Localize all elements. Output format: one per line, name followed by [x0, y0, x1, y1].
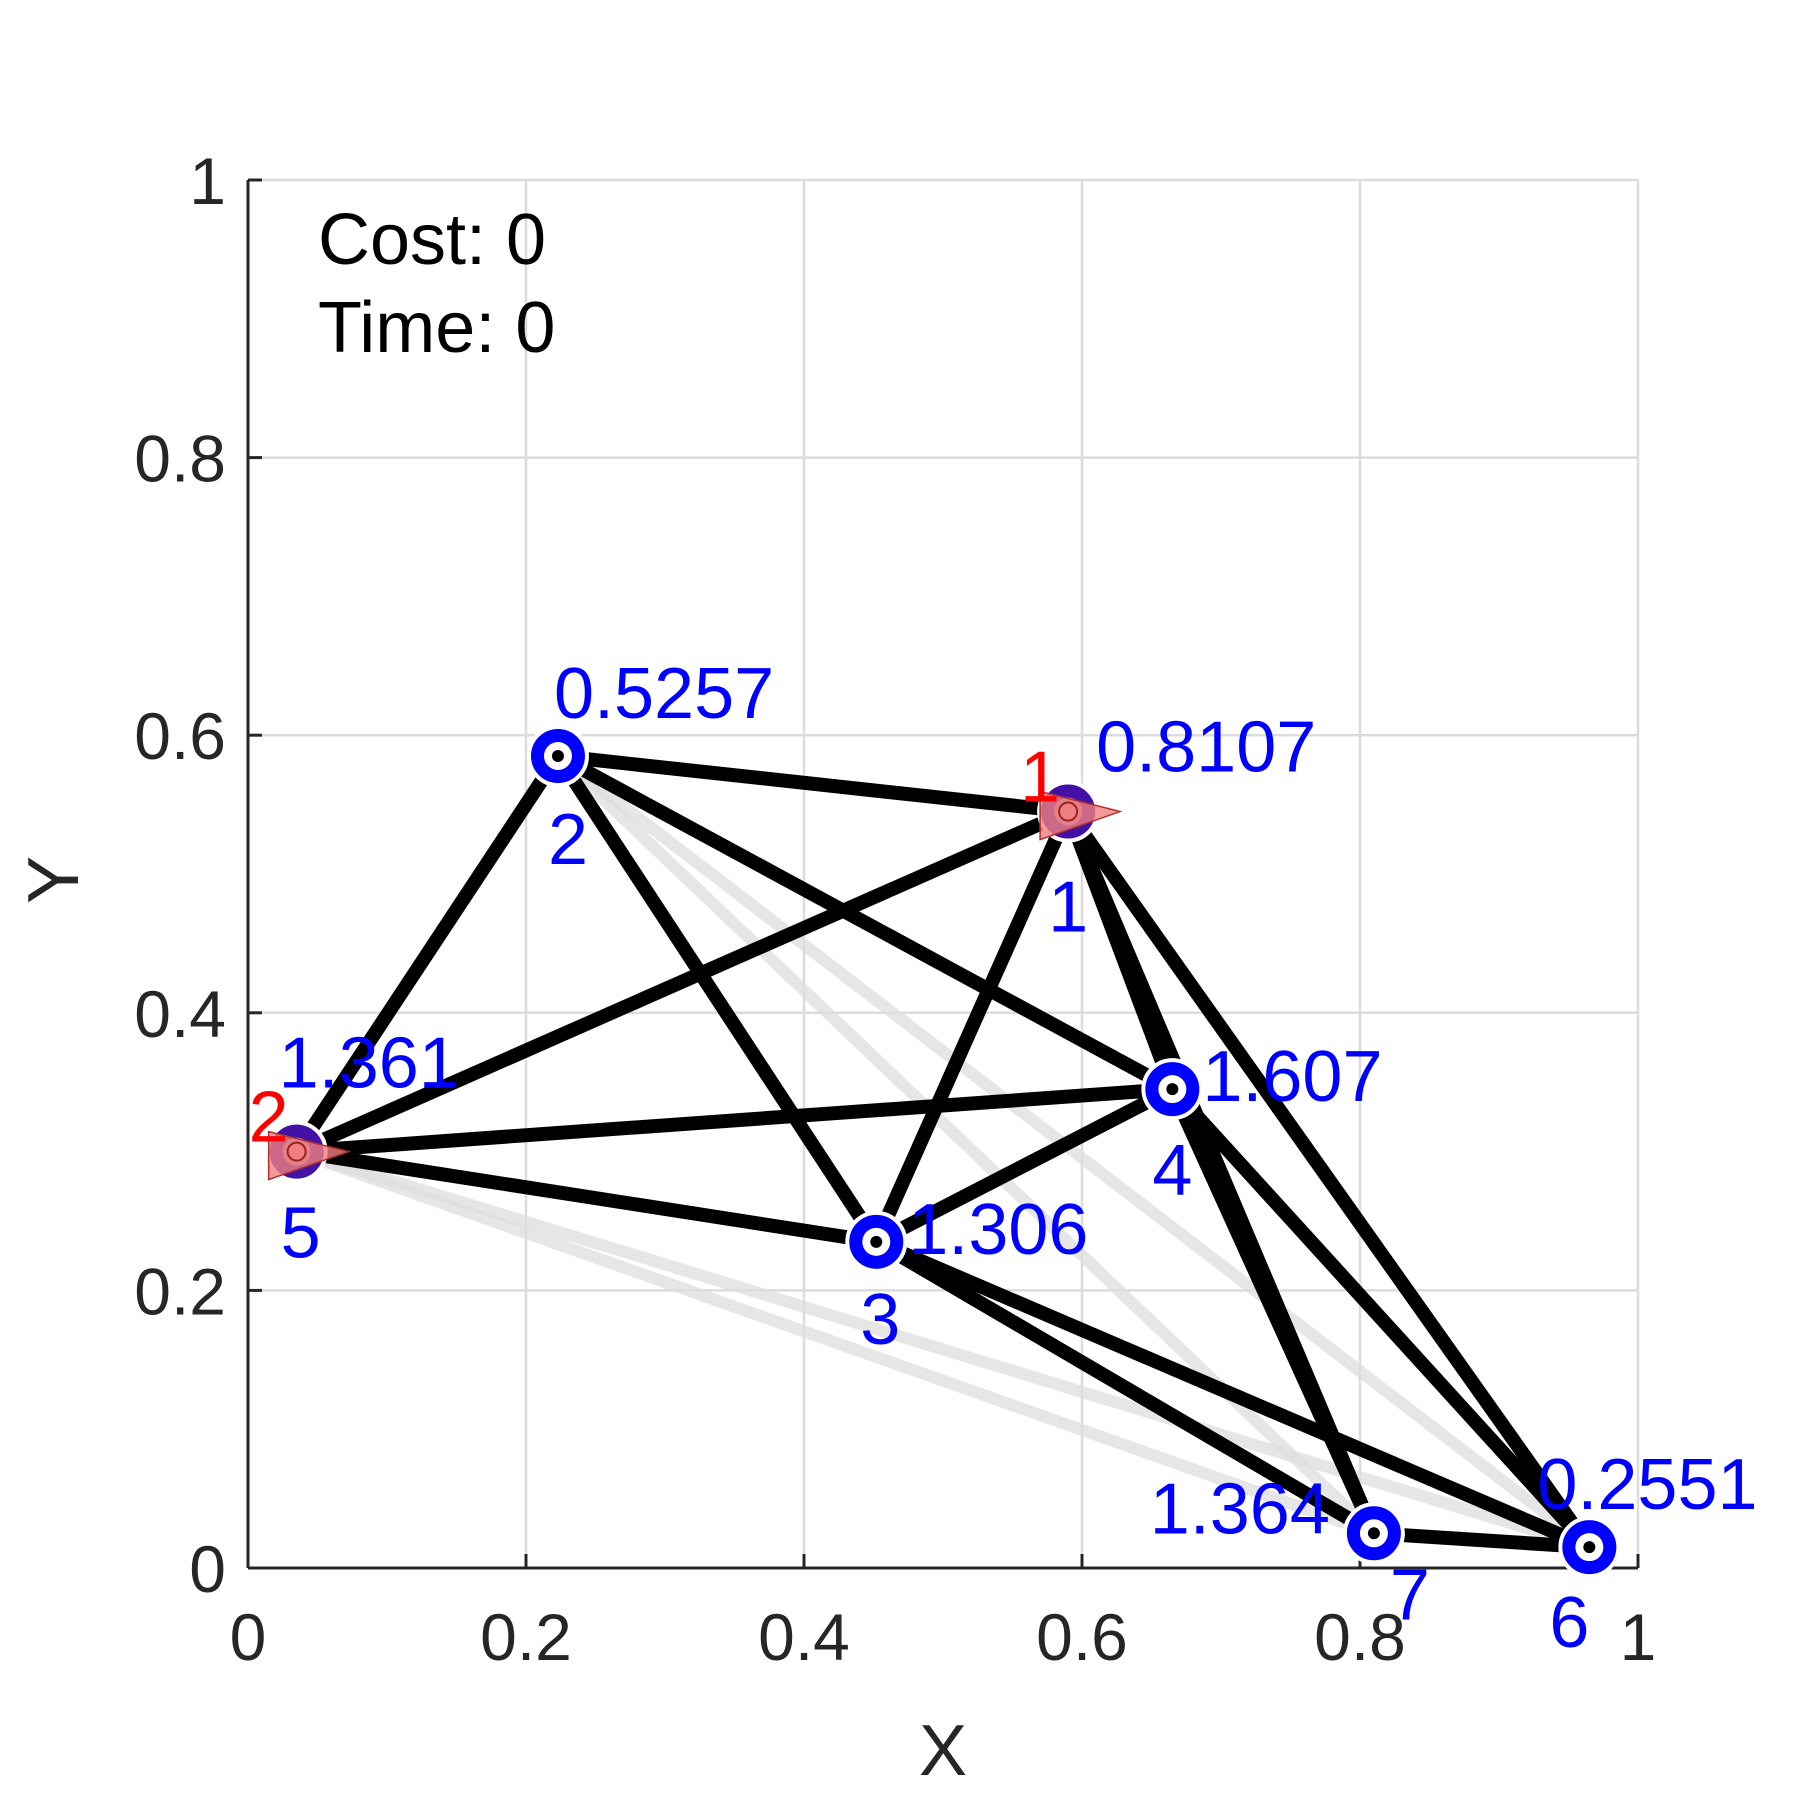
node-6-dot: [1583, 1541, 1596, 1554]
node-4-value-label: 1.607: [1202, 1037, 1382, 1117]
node-2-id-label: 2: [548, 800, 588, 880]
y-tick-label: 0.2: [134, 1254, 226, 1328]
agent-1-dot: [1058, 801, 1079, 822]
edge-5-6: [290, 1145, 1596, 1554]
y-axis-title: Y: [14, 856, 94, 904]
node-1-id-label: 1: [1048, 868, 1088, 948]
edge-1-5: [289, 804, 1076, 1159]
x-tick-label: 0.8: [1314, 1600, 1406, 1674]
agent-1-label: 1: [1020, 738, 1060, 818]
agent-2-arrow-marker: [267, 1130, 352, 1181]
node-1-value-label: 0.8107: [1096, 708, 1316, 788]
node-5-value-label: 1.361: [279, 1024, 459, 1104]
node-7-dot: [1367, 1527, 1380, 1540]
edge-1-3: [869, 804, 1076, 1249]
edge-7-6: [1366, 1526, 1597, 1555]
node-2-value-label: 0.5257: [554, 654, 774, 734]
grid: [246, 178, 1640, 1570]
edge-2-1: [550, 749, 1076, 819]
node-7-value-label: 1.364: [1150, 1469, 1330, 1549]
edge-2-6: [551, 750, 1596, 1554]
edge-2-5: [289, 749, 565, 1159]
node-4-dot: [1166, 1083, 1179, 1096]
node-6-value-label: 0.2551: [1537, 1445, 1757, 1525]
edge-4-6: [1165, 1082, 1597, 1555]
agent-2-dot: [286, 1141, 307, 1162]
time-label: Time: 0: [318, 288, 555, 368]
node-2-dot: [551, 750, 564, 763]
cost-label: Cost: 0: [318, 200, 546, 280]
edge-3-4: [869, 1082, 1180, 1249]
edge-1-6: [1061, 804, 1597, 1555]
edge-3-7: [869, 1234, 1381, 1541]
agents: 12: [249, 738, 1123, 1181]
x-axis-title: X: [919, 1711, 967, 1791]
y-tick-label: 0.6: [134, 699, 226, 773]
edge-2-4: [550, 749, 1180, 1097]
edges: [289, 749, 1597, 1555]
node-5-id-label: 5: [281, 1194, 321, 1274]
edge-5-7: [290, 1145, 1380, 1540]
edge-5-3: [289, 1144, 884, 1249]
y-tick-label: 0.4: [134, 977, 226, 1051]
y-tick-label: 0.8: [134, 422, 226, 496]
y-tick-label: 0: [189, 1532, 226, 1606]
node-4-id-label: 4: [1152, 1131, 1192, 1211]
y-tick-label: 1: [189, 144, 226, 218]
x-tick-label: 0: [230, 1600, 267, 1674]
x-tick-label: 0.4: [758, 1600, 850, 1674]
edge-5-4: [289, 1082, 1180, 1159]
node-3-value-label: 1.306: [908, 1190, 1088, 1270]
axes: 0 0.2 0.4 0.6 0.8 1 0 0.2 0.4 0.6 0.8 1: [134, 144, 1656, 1674]
agent-2-label: 2: [249, 1078, 289, 1158]
edge-2-3: [550, 749, 884, 1249]
node-labels: 0.810710.525721.30631.60741.36150.255161…: [279, 654, 1758, 1663]
edge-4-7: [1165, 1082, 1381, 1541]
node-6-id-label: 6: [1549, 1583, 1589, 1663]
agent-1-arrow-marker: [1039, 790, 1123, 841]
x-tick-label: 1: [1620, 1600, 1657, 1674]
node-7-id-label: 7: [1390, 1555, 1430, 1635]
node-3-dot: [870, 1235, 883, 1248]
edge-3-6: [869, 1234, 1597, 1555]
x-tick-label: 0.2: [480, 1600, 572, 1674]
x-tick-label: 0.6: [1036, 1600, 1128, 1674]
node-3-id-label: 3: [860, 1280, 900, 1360]
